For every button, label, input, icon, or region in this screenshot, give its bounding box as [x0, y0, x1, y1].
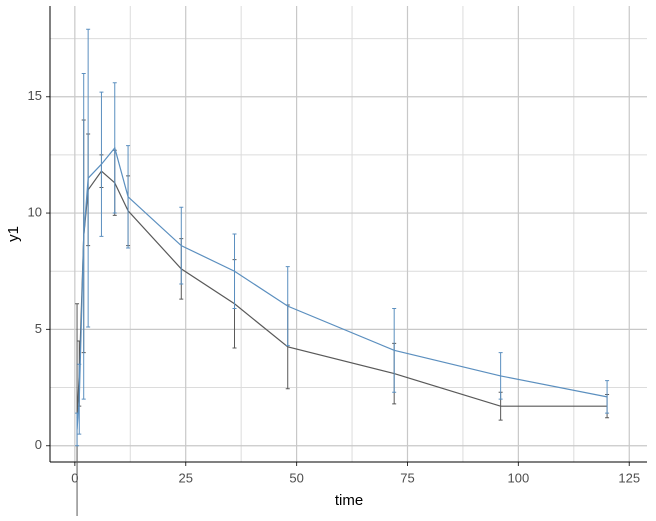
x-tick-label: 125: [618, 470, 640, 485]
error-bar: [232, 233, 237, 309]
error-bar: [86, 28, 91, 328]
error-bar: [498, 352, 503, 400]
x-tick-label: 100: [508, 470, 530, 485]
error-bar: [81, 72, 86, 400]
error-bar: [179, 206, 184, 285]
error-bar: [99, 91, 104, 237]
error-bar: [605, 380, 610, 414]
error-bar: [285, 266, 290, 347]
x-tick-label: 75: [400, 470, 414, 485]
x-tick-label: 0: [71, 470, 78, 485]
error-bar: [75, 412, 80, 447]
error-bar: [126, 145, 131, 249]
y-tick-label: 5: [35, 321, 42, 336]
error-bar: [77, 363, 82, 435]
error-bar: [392, 307, 397, 393]
x-axis-title: time: [335, 492, 363, 509]
y-tick-label: 10: [28, 204, 42, 219]
y-tick-label: 15: [28, 88, 42, 103]
y-axis-title: y1: [5, 226, 22, 242]
x-tick-label: 50: [289, 470, 303, 485]
y-tick-label: 0: [35, 437, 42, 452]
error-bar: [112, 82, 117, 214]
x-tick-label: 25: [178, 470, 192, 485]
